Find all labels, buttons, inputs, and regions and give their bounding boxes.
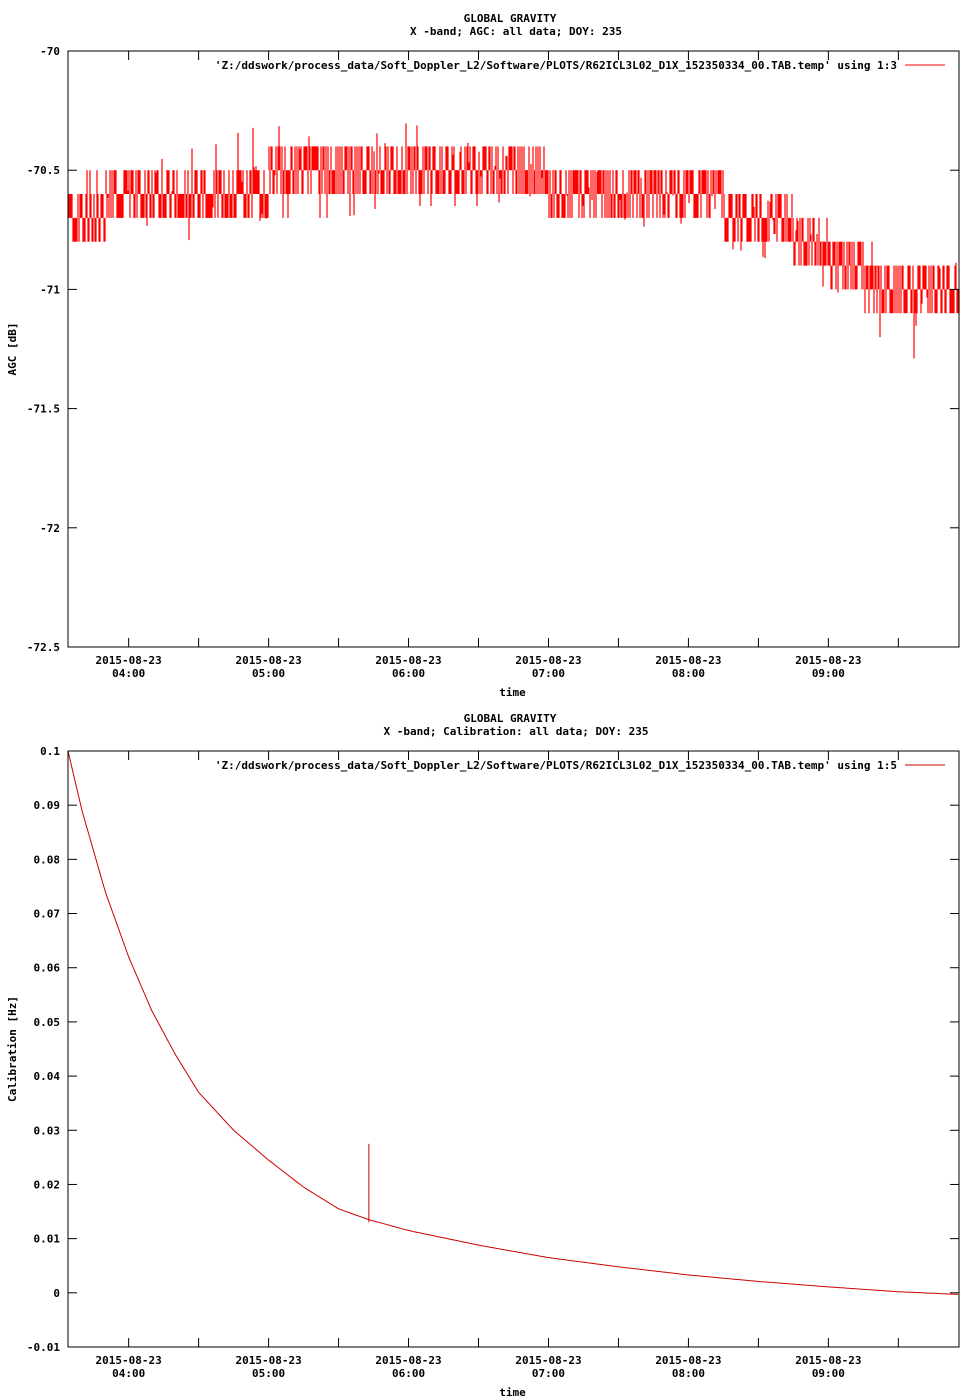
- y-tick-label: -72.5: [27, 641, 60, 654]
- y-tick-label: -72: [40, 522, 60, 535]
- x-tick-date: 2015-08-23: [375, 654, 441, 667]
- x-tick-date: 2015-08-23: [96, 1354, 162, 1367]
- y-tick-label: 0.08: [34, 853, 61, 866]
- y-tick-label: 0.06: [34, 962, 61, 975]
- x-tick-time: 04:00: [112, 1367, 145, 1380]
- x-tick-date: 2015-08-23: [515, 654, 581, 667]
- x-tick-time: 09:00: [812, 667, 845, 680]
- plot-frame: [67, 750, 960, 1348]
- y-tick-label: -0.01: [27, 1341, 60, 1354]
- y-tick-label: 0.07: [34, 908, 61, 921]
- x-tick-time: 06:00: [392, 667, 425, 680]
- x-tick-time: 07:00: [532, 1367, 565, 1380]
- y-tick-label: 0.02: [34, 1178, 61, 1191]
- legend-label: 'Z:/ddswork/process_data/Soft_Doppler_L2…: [215, 59, 897, 72]
- x-tick-time: 06:00: [392, 1367, 425, 1380]
- y-tick-label: 0.05: [34, 1016, 61, 1029]
- legend-label: 'Z:/ddswork/process_data/Soft_Doppler_L2…: [215, 759, 897, 772]
- x-tick-time: 05:00: [252, 667, 285, 680]
- y-tick-label: 0: [53, 1287, 60, 1300]
- x-tick-date: 2015-08-23: [375, 1354, 441, 1367]
- x-tick-date: 2015-08-23: [235, 1354, 301, 1367]
- x-tick-date: 2015-08-23: [515, 1354, 581, 1367]
- x-tick-date: 2015-08-23: [96, 654, 162, 667]
- y-tick-label: -70: [40, 45, 60, 58]
- x-tick-date: 2015-08-23: [795, 1354, 861, 1367]
- x-tick-time: 08:00: [672, 1367, 705, 1380]
- y-tick-label: 0.1: [40, 745, 60, 758]
- x-tick-date: 2015-08-23: [235, 654, 301, 667]
- x-tick-date: 2015-08-23: [655, 1354, 721, 1367]
- x-tick-date: 2015-08-23: [795, 654, 861, 667]
- y-tick-label: 0.04: [34, 1070, 61, 1083]
- x-axis-label: time: [499, 1386, 526, 1399]
- data-line: [67, 750, 959, 1295]
- chart-subtitle: X -band; Calibration: all data; DOY: 235: [384, 725, 649, 738]
- y-tick-label: 0.09: [34, 799, 61, 812]
- x-tick-time: 04:00: [112, 667, 145, 680]
- x-axis-label: time: [499, 686, 526, 699]
- y-tick-label: 0.01: [34, 1233, 61, 1246]
- x-tick-time: 08:00: [672, 667, 705, 680]
- y-axis-label: AGC [dB]: [6, 323, 19, 376]
- x-tick-time: 05:00: [252, 1367, 285, 1380]
- y-tick-label: -71.5: [27, 403, 60, 416]
- chart-title: GLOBAL GRAVITY: [464, 12, 557, 25]
- y-tick-label: -71: [40, 283, 60, 296]
- x-tick-time: 07:00: [532, 667, 565, 680]
- y-tick-label: 0.03: [34, 1124, 61, 1137]
- chart-subtitle: X -band; AGC: all data; DOY: 235: [410, 25, 622, 38]
- x-tick-date: 2015-08-23: [655, 654, 721, 667]
- x-tick-time: 09:00: [812, 1367, 845, 1380]
- y-axis-label: Calibration [Hz]: [6, 996, 19, 1102]
- chart-title: GLOBAL GRAVITY: [464, 712, 557, 725]
- series-2-data: [67, 750, 959, 1295]
- series-1-data: [68, 123, 960, 359]
- plot-frame: [67, 50, 960, 648]
- y-tick-label: -70.5: [27, 164, 60, 177]
